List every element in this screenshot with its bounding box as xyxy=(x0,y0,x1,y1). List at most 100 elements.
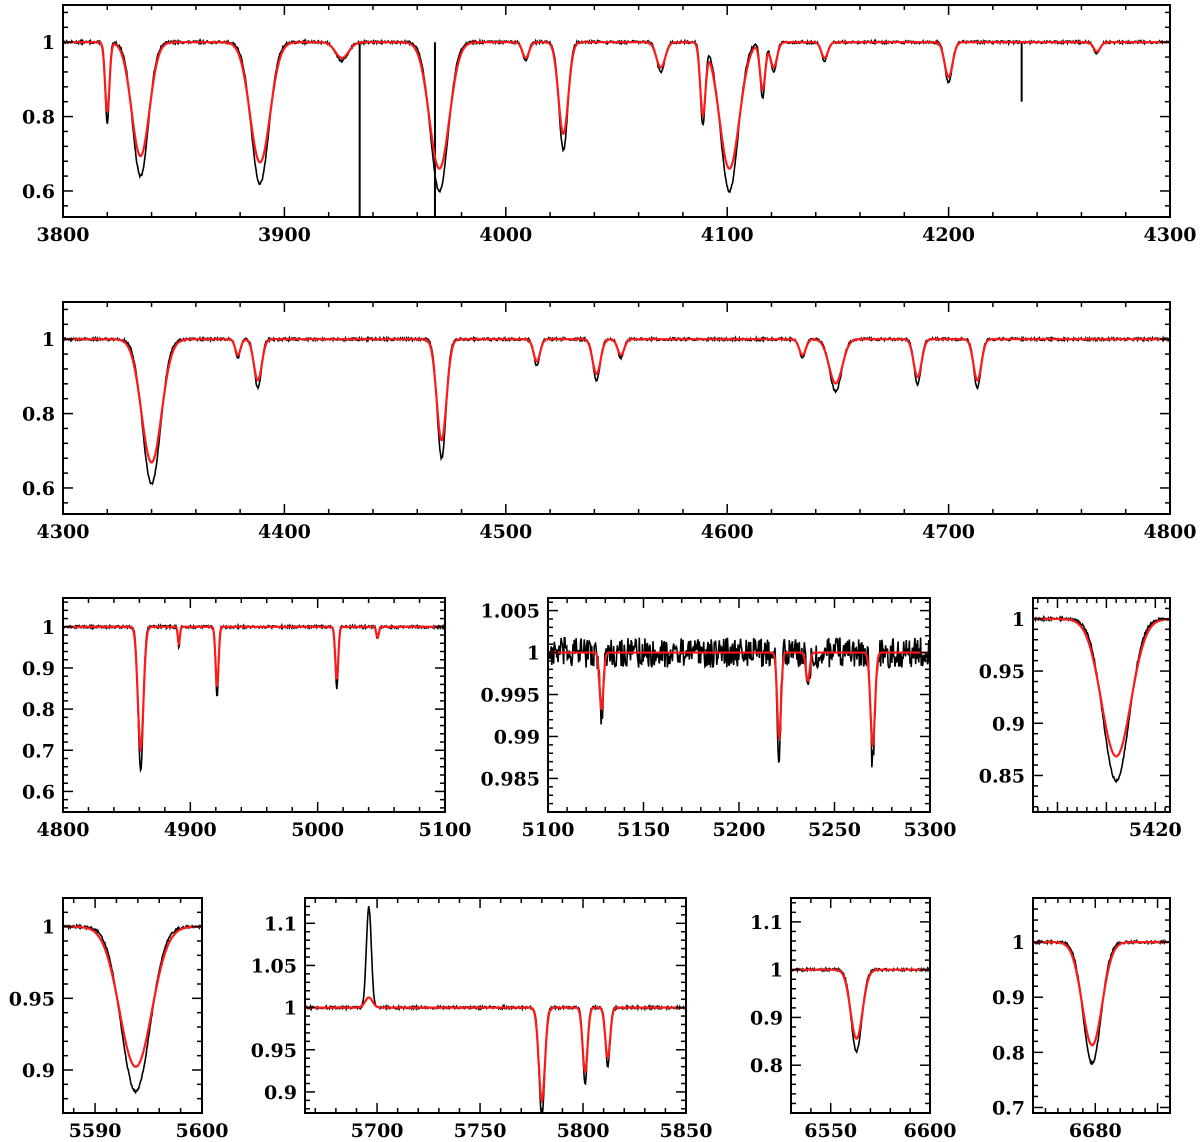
x-tick-label: 4800 xyxy=(37,819,90,841)
y-tick-label: 0.9 xyxy=(22,658,55,680)
x-tick-label: 4000 xyxy=(479,224,532,246)
x-tick-label: 5700 xyxy=(351,1120,404,1142)
x-tick-label: 4100 xyxy=(701,224,754,246)
y-tick-label: 1 xyxy=(1012,609,1025,631)
plot-frame xyxy=(1032,597,1171,813)
y-tick-label: 1 xyxy=(42,617,55,639)
x-tick-label: 4900 xyxy=(164,819,217,841)
model-spectrum-line xyxy=(305,996,686,1104)
plot-frame xyxy=(62,897,203,1114)
y-tick-label: 1.005 xyxy=(481,601,541,623)
y-tick-label: 1 xyxy=(284,998,297,1020)
x-tick-label: 5250 xyxy=(808,819,861,841)
panel-4: 5100 5150 5200 5250 5300 0.985 0.99 0.995 1 1.005 xyxy=(481,597,957,841)
model-spectrum-line xyxy=(63,625,445,754)
observed-spectrum-line xyxy=(63,37,1170,194)
model-spectrum-line xyxy=(548,651,930,749)
observed-spectrum-line xyxy=(63,622,445,774)
x-tick-label: 6550 xyxy=(804,1120,857,1142)
y-tick-label: 1 xyxy=(42,32,55,54)
panel-3: 4800 4900 5000 5100 0.6 0.7 0.8 0.9 1 xyxy=(22,597,472,841)
observed-spectrum-line xyxy=(63,335,1170,486)
y-tick-label: 1 xyxy=(1012,932,1025,954)
panel-1: 3800 3900 4000 4100 4200 4300 0.6 0.8 1 xyxy=(22,4,1197,246)
x-tick-label: 5200 xyxy=(713,819,766,841)
y-tick-label: 1.05 xyxy=(251,955,297,977)
x-tick-label: 5150 xyxy=(617,819,670,841)
x-tick-label: 5000 xyxy=(291,819,344,841)
x-tick-label: 4300 xyxy=(1144,224,1197,246)
x-tick-label: 5590 xyxy=(69,1120,122,1142)
y-tick-label: 1.1 xyxy=(750,912,783,934)
model-spectrum-line xyxy=(63,925,202,1068)
y-tick-label: 0.9 xyxy=(992,713,1025,735)
plot-frame xyxy=(62,4,1171,218)
y-tick-label: 0.995 xyxy=(481,685,541,707)
plot-frame xyxy=(62,597,446,813)
x-tick-label: 5600 xyxy=(176,1120,229,1142)
x-tick-label: 3900 xyxy=(258,224,311,246)
y-tick-label: 0.8 xyxy=(22,404,55,426)
model-spectrum-line xyxy=(63,338,1170,464)
panel-7: 5700 5750 5800 5850 0.9 0.95 1 1.05 1.1 xyxy=(251,897,713,1142)
y-tick-label: 1 xyxy=(42,329,55,351)
y-tick-label: 0.8 xyxy=(750,1055,783,1077)
observed-spectrum-line xyxy=(63,922,202,1095)
panel-5: 5420 0.85 0.9 0.95 1 xyxy=(979,597,1182,841)
y-tick-label: 0.9 xyxy=(992,987,1025,1009)
model-spectrum-line xyxy=(1033,617,1170,758)
x-tick-label: 5800 xyxy=(557,1120,610,1142)
y-tick-label: 0.95 xyxy=(9,988,55,1010)
observed-spectrum-line xyxy=(548,636,930,768)
y-tick-label: 0.9 xyxy=(750,1007,783,1029)
x-tick-label: 5100 xyxy=(419,819,472,841)
y-tick-label: 1 xyxy=(770,960,783,982)
y-tick-label: 0.7 xyxy=(22,740,55,762)
y-tick-label: 0.99 xyxy=(494,726,540,748)
model-spectrum-line xyxy=(63,41,1170,170)
y-tick-label: 0.9 xyxy=(22,1060,55,1082)
observed-spectrum-line xyxy=(791,966,930,1055)
y-tick-label: 0.95 xyxy=(979,661,1025,683)
x-tick-label: 4800 xyxy=(1144,521,1197,543)
x-tick-label: 5750 xyxy=(454,1120,507,1142)
x-tick-label: 4600 xyxy=(701,521,754,543)
x-tick-label: 4300 xyxy=(37,521,90,543)
y-tick-label: 0.985 xyxy=(481,768,541,790)
model-spectrum-line xyxy=(791,968,930,1040)
panel-8: 6550 6600 0.8 0.9 1 1.1 xyxy=(750,897,957,1142)
y-tick-label: 0.8 xyxy=(22,699,55,721)
panel-6: 5590 5600 0.9 0.95 1 xyxy=(9,897,229,1142)
x-tick-label: 4400 xyxy=(258,521,311,543)
x-tick-label: 5100 xyxy=(522,819,575,841)
y-tick-label: 1 xyxy=(527,643,540,665)
x-tick-label: 4700 xyxy=(922,521,975,543)
x-tick-label: 5420 xyxy=(1129,819,1182,841)
x-tick-label: 5850 xyxy=(660,1120,713,1142)
x-tick-label: 4200 xyxy=(922,224,975,246)
y-tick-label: 1.1 xyxy=(264,913,297,935)
x-tick-label: 3800 xyxy=(37,224,90,246)
model-spectrum-line xyxy=(1033,941,1170,1047)
y-tick-label: 0.95 xyxy=(251,1040,297,1062)
plot-frame xyxy=(62,301,1171,515)
panel-9: 6680 0.7 0.8 0.9 1 xyxy=(992,897,1171,1142)
observed-spectrum-line xyxy=(305,905,686,1113)
x-tick-label: 4500 xyxy=(479,521,532,543)
plot-frame xyxy=(304,897,687,1114)
y-tick-label: 0.6 xyxy=(22,478,55,500)
plot-frame xyxy=(1032,897,1171,1114)
y-tick-label: 0.8 xyxy=(22,107,55,129)
y-tick-label: 0.6 xyxy=(22,181,55,203)
plot-frame xyxy=(790,897,931,1114)
y-tick-label: 0.6 xyxy=(22,781,55,803)
y-tick-label: 1 xyxy=(42,917,55,939)
y-tick-label: 0.85 xyxy=(979,765,1025,787)
x-tick-label: 5300 xyxy=(904,819,957,841)
panel-2: 4300 4400 4500 4600 4700 4800 0.6 0.8 1 xyxy=(22,301,1197,543)
y-tick-label: 0.9 xyxy=(264,1082,297,1104)
x-tick-label: 6680 xyxy=(1069,1120,1122,1142)
plot-frame xyxy=(547,597,931,813)
x-tick-label: 6600 xyxy=(904,1120,957,1142)
